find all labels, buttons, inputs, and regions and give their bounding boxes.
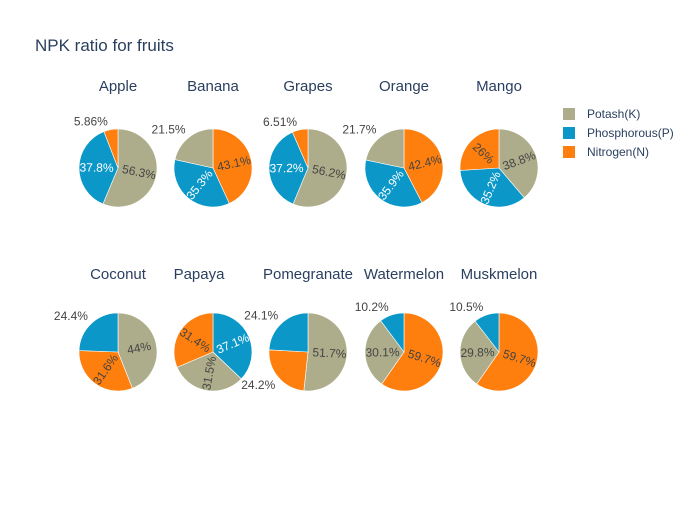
pie-slice-mango-phosphorous-p[interactable] [459,167,525,208]
pie-slice-watermelon-nitrogen-n[interactable] [381,312,444,392]
slice-label-coconut-potash-k: 44% [126,339,153,357]
pie-slice-watermelon-potash-k[interactable] [364,320,405,385]
legend-swatch-potash-k [563,108,575,120]
pie-slice-papaya-potash-k[interactable] [176,351,242,392]
pie-slice-grapes-potash-k[interactable] [292,128,348,208]
pie-title-grapes: Grapes [283,78,332,95]
legend-item-potash-k[interactable]: Potash(K) [563,107,640,121]
pie-slice-pomegranate-nitrogen-n[interactable] [268,349,309,392]
pie-title-orange: Orange [379,78,429,95]
pie-slice-mango-nitrogen-n[interactable] [459,128,500,171]
pie-slice-banana-nitrogen-n[interactable] [212,128,253,204]
pie-slice-grapes-phosphorous-p[interactable] [268,131,309,205]
pie-slice-banana-potash-k[interactable] [174,128,214,169]
pie-slice-pomegranate-potash-k[interactable] [303,312,348,392]
legend-item-nitrogen-n[interactable]: Nitrogen(N) [563,145,649,159]
pie-slice-pomegranate-phosphorous-p[interactable] [268,312,309,353]
pie-slice-apple-potash-k[interactable] [102,128,158,208]
legend[interactable]: Potash(K) Phosphorous(P) Nitrogen(N) [563,107,674,159]
slice-label-grapes-phosphorous-p: 37.2% [269,161,303,175]
pie-apple: Apple 56.3% 37.8% 5.86% [74,78,158,208]
pie-slice-apple-phosphorous-p[interactable] [78,131,119,205]
pie-grapes: Grapes 56.2% 37.2% 6.51% [263,78,348,208]
pie-slice-orange-potash-k[interactable] [365,128,405,169]
pie-slice-mango-potash-k[interactable] [498,128,539,199]
slice-label-pomegranate-potash-k: 51.7% [312,345,347,361]
pie-slice-muskmelon-phosphorous-p[interactable] [474,312,500,353]
pie-slice-watermelon-phosphorous-p[interactable] [380,312,405,353]
pie-slice-orange-nitrogen-n[interactable] [403,128,444,204]
pie-title-mango: Mango [476,78,522,95]
pie-pomegranate: Pomegranate 51.7% 24.2% 24.1% [241,266,353,392]
slice-label-pomegranate-nitrogen-n: 24.2% [241,378,275,392]
slice-label-apple-potash-k: 56.3% [121,162,157,183]
pie-slice-muskmelon-potash-k[interactable] [459,320,500,385]
legend-swatch-phosphorous-p [563,127,575,139]
pie-slice-coconut-potash-k[interactable] [117,312,158,389]
pie-slice-papaya-phosphorous-p[interactable] [212,312,253,380]
legend-swatch-nitrogen-n [563,146,575,158]
legend-label-nitrogen-n: Nitrogen(N) [587,145,649,159]
pie-title-papaya: Papaya [174,266,226,283]
pie-slice-grapes-nitrogen-n[interactable] [292,128,309,169]
slice-label-grapes-potash-k: 56.2% [311,162,347,182]
pie-slice-coconut-phosphorous-p[interactable] [78,312,119,353]
slice-label-muskmelon-phosphorous-p: 10.5% [449,300,483,314]
pie-slice-coconut-nitrogen-n[interactable] [78,350,133,392]
slice-label-banana-potash-k: 21.5% [152,123,186,137]
pie-slice-orange-phosphorous-p[interactable] [364,159,423,208]
slice-label-watermelon-potash-k: 30.1% [365,345,400,360]
pie-title-muskmelon: Muskmelon [461,266,538,283]
slice-label-apple-phosphorous-p: 37.8% [79,160,114,174]
slice-label-muskmelon-potash-k: 29.8% [460,345,495,360]
pie-grid: Apple 56.3% 37.8% 5.86% Banana43.1%35.3%21.5… [54,78,539,392]
pie-title-banana: Banana [187,78,239,95]
pie-slice-banana-phosphorous-p[interactable] [173,159,230,208]
slice-label-watermelon-phosphorous-p: 10.2% [355,300,389,314]
pie-title-watermelon: Watermelon [364,266,444,283]
slice-label-grapes-nitrogen-n: 6.51% [263,115,297,129]
legend-label-phosphorous-p: Phosphorous(P) [587,126,674,140]
pie-slice-apple-nitrogen-n[interactable] [103,128,119,169]
legend-item-phosphorous-p[interactable]: Phosphorous(P) [563,126,674,140]
pie-slice-papaya-nitrogen-n[interactable] [173,312,214,368]
slice-label-pomegranate-phosphorous-p: 24.1% [244,309,278,323]
slice-label-papaya-potash-k: 31.5% [199,355,219,391]
chart-title: NPK ratio for fruits [35,36,174,55]
slice-label-orange-potash-k: 21.7% [342,123,376,137]
pie-slice-muskmelon-nitrogen-n[interactable] [476,312,539,392]
pie-title-coconut: Coconut [90,266,147,283]
pie-title-pomegranate: Pomegranate [263,266,353,283]
slice-label-coconut-phosphorous-p: 24.4% [54,309,88,323]
pie-title-apple: Apple [99,78,137,95]
slice-label-apple-nitrogen-n: 5.86% [74,115,108,129]
legend-label-potash-k: Potash(K) [587,107,640,121]
